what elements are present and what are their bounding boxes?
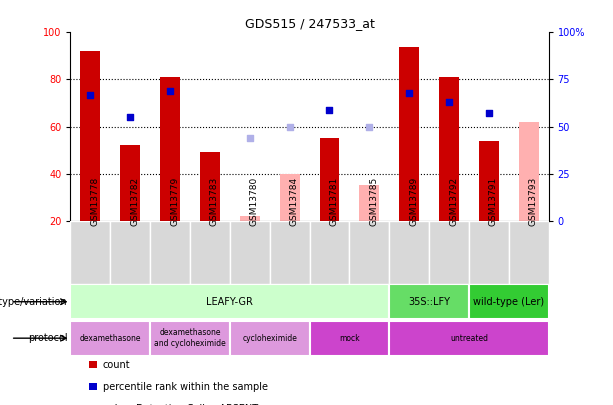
Bar bbox=[190, 221, 230, 284]
Text: 35S::LFY: 35S::LFY bbox=[408, 297, 450, 307]
Text: GSM13782: GSM13782 bbox=[130, 177, 139, 226]
Text: mock: mock bbox=[339, 334, 360, 343]
Text: LEAFY-GR: LEAFY-GR bbox=[207, 297, 253, 307]
Bar bbox=[230, 321, 310, 356]
Point bbox=[325, 107, 335, 113]
Bar bbox=[469, 221, 509, 284]
Bar bbox=[469, 284, 549, 319]
Bar bbox=[150, 221, 190, 284]
Point bbox=[125, 114, 135, 120]
Text: GSM13784: GSM13784 bbox=[289, 177, 299, 226]
Point bbox=[364, 123, 374, 130]
Bar bbox=[200, 152, 220, 221]
Text: GSM13785: GSM13785 bbox=[369, 177, 378, 226]
Bar bbox=[519, 122, 539, 221]
Text: count: count bbox=[103, 360, 131, 369]
Text: protocol: protocol bbox=[28, 333, 67, 343]
Text: wild-type (Ler): wild-type (Ler) bbox=[473, 297, 544, 307]
Bar bbox=[70, 284, 389, 319]
Bar bbox=[429, 221, 469, 284]
Bar bbox=[110, 221, 150, 284]
Bar bbox=[439, 77, 459, 221]
Bar bbox=[80, 51, 101, 221]
Bar bbox=[270, 221, 310, 284]
Bar bbox=[359, 185, 379, 221]
Point bbox=[166, 87, 175, 94]
Point bbox=[405, 90, 414, 96]
Text: dexamethasone: dexamethasone bbox=[80, 334, 141, 343]
Bar bbox=[70, 321, 150, 356]
Bar bbox=[310, 221, 349, 284]
Text: GSM13778: GSM13778 bbox=[91, 177, 99, 226]
Bar bbox=[230, 221, 270, 284]
Bar bbox=[310, 321, 389, 356]
Text: dexamethasone
and cycloheximide: dexamethasone and cycloheximide bbox=[154, 328, 226, 348]
Bar bbox=[349, 221, 389, 284]
Bar bbox=[389, 221, 429, 284]
Bar bbox=[479, 141, 499, 221]
Title: GDS515 / 247533_at: GDS515 / 247533_at bbox=[245, 17, 375, 30]
Text: untreated: untreated bbox=[450, 334, 488, 343]
Point bbox=[444, 99, 454, 105]
Bar bbox=[70, 221, 110, 284]
Point bbox=[245, 134, 255, 141]
Text: GSM13791: GSM13791 bbox=[489, 177, 498, 226]
Bar bbox=[389, 321, 549, 356]
Text: GSM13781: GSM13781 bbox=[330, 177, 338, 226]
Text: GSM13793: GSM13793 bbox=[528, 177, 538, 226]
Text: percentile rank within the sample: percentile rank within the sample bbox=[103, 382, 268, 392]
Point bbox=[284, 123, 294, 130]
Text: GSM13779: GSM13779 bbox=[170, 177, 179, 226]
Text: genotype/variation: genotype/variation bbox=[0, 297, 67, 307]
Bar bbox=[319, 139, 340, 221]
Bar bbox=[399, 47, 419, 221]
Bar bbox=[389, 284, 469, 319]
Bar bbox=[280, 174, 300, 221]
Bar bbox=[150, 321, 230, 356]
Text: GSM13792: GSM13792 bbox=[449, 177, 458, 226]
Text: value, Detection Call = ABSENT: value, Detection Call = ABSENT bbox=[103, 404, 258, 405]
Bar bbox=[240, 216, 260, 221]
Text: GSM13783: GSM13783 bbox=[210, 177, 219, 226]
Text: cycloheximide: cycloheximide bbox=[242, 334, 297, 343]
Bar bbox=[160, 77, 180, 221]
Text: GSM13789: GSM13789 bbox=[409, 177, 418, 226]
Bar bbox=[509, 221, 549, 284]
Point bbox=[86, 91, 96, 98]
Bar bbox=[120, 145, 140, 221]
Text: GSM13780: GSM13780 bbox=[250, 177, 259, 226]
Point bbox=[484, 110, 494, 117]
